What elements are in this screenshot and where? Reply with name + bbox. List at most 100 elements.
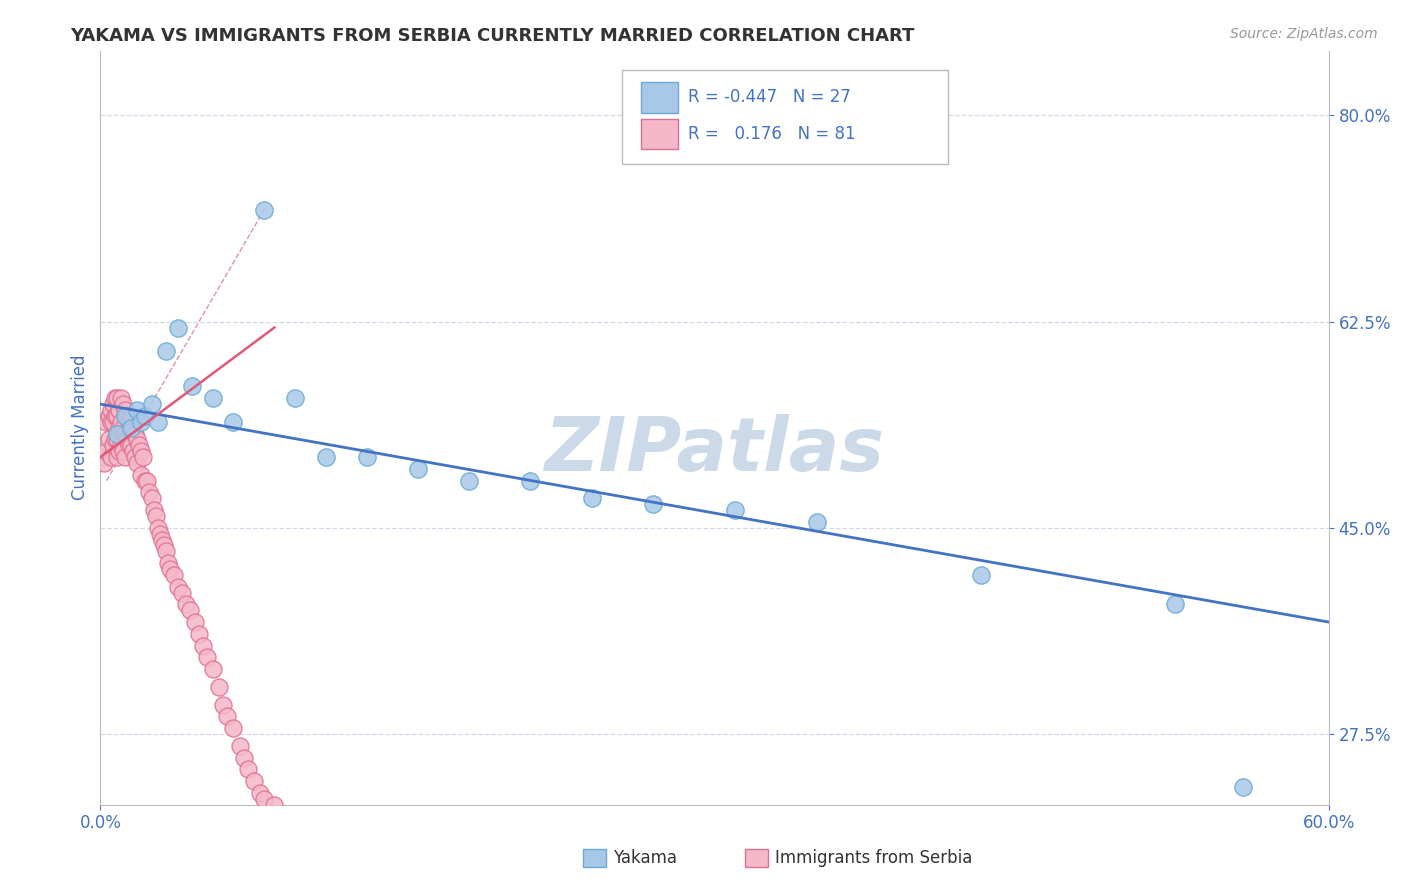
Point xyxy=(122,444,145,458)
Point xyxy=(187,627,209,641)
Point xyxy=(118,415,141,429)
Point xyxy=(232,750,254,764)
Point xyxy=(122,420,145,434)
Point xyxy=(128,438,150,452)
Point xyxy=(146,415,169,429)
Point xyxy=(104,433,127,447)
Point xyxy=(127,403,149,417)
Point xyxy=(155,344,177,359)
Point xyxy=(167,320,190,334)
Point xyxy=(149,526,172,541)
Text: Immigrants from Serbia: Immigrants from Serbia xyxy=(775,849,972,867)
Point xyxy=(1164,598,1187,612)
Point xyxy=(222,415,245,429)
Point xyxy=(356,450,378,464)
Point xyxy=(105,426,128,441)
Point xyxy=(249,786,271,800)
Text: Yakama: Yakama xyxy=(613,849,678,867)
Point xyxy=(156,556,179,570)
Point xyxy=(105,450,128,464)
Point xyxy=(141,397,163,411)
Point xyxy=(96,444,118,458)
Point xyxy=(115,409,138,423)
Point xyxy=(110,391,132,405)
Point xyxy=(581,491,603,506)
Point xyxy=(191,639,214,653)
Point xyxy=(114,426,136,441)
Point xyxy=(315,450,337,464)
Point xyxy=(167,580,190,594)
Point xyxy=(107,403,129,417)
Point xyxy=(1232,780,1254,794)
Point xyxy=(97,433,120,447)
Point xyxy=(263,797,285,812)
Point xyxy=(159,562,181,576)
Point xyxy=(155,544,177,558)
Point xyxy=(970,568,993,582)
Point xyxy=(217,709,239,723)
Point xyxy=(243,774,266,789)
Point xyxy=(104,391,127,405)
Point xyxy=(100,450,122,464)
Point xyxy=(101,415,124,429)
Point xyxy=(181,379,204,393)
FancyBboxPatch shape xyxy=(641,82,678,112)
Point xyxy=(129,415,152,429)
Point xyxy=(146,521,169,535)
Point xyxy=(222,721,245,735)
Point xyxy=(519,474,541,488)
Point xyxy=(406,462,429,476)
Point xyxy=(228,739,250,753)
Text: YAKAMA VS IMMIGRANTS FROM SERBIA CURRENTLY MARRIED CORRELATION CHART: YAKAMA VS IMMIGRANTS FROM SERBIA CURRENT… xyxy=(70,27,915,45)
Point xyxy=(93,456,115,470)
Point xyxy=(96,415,118,429)
Point xyxy=(236,762,259,776)
Point xyxy=(118,438,141,452)
Point xyxy=(114,409,136,423)
Point xyxy=(183,615,205,629)
Point xyxy=(138,485,160,500)
Point xyxy=(124,426,146,441)
Point xyxy=(643,497,665,511)
Point xyxy=(212,698,235,712)
FancyBboxPatch shape xyxy=(623,70,948,164)
Point xyxy=(124,450,146,464)
Point xyxy=(107,444,129,458)
Point xyxy=(91,450,114,464)
Point xyxy=(104,409,127,423)
Point xyxy=(120,438,142,452)
Point xyxy=(129,444,152,458)
Point xyxy=(201,391,224,405)
Point xyxy=(111,444,134,458)
Point xyxy=(110,415,132,429)
Point xyxy=(136,474,159,488)
Point xyxy=(142,503,165,517)
Point xyxy=(179,603,201,617)
Point xyxy=(97,409,120,423)
Point xyxy=(114,403,136,417)
Point xyxy=(111,397,134,411)
Point xyxy=(100,415,122,429)
Point xyxy=(100,403,122,417)
Point xyxy=(457,474,479,488)
Point xyxy=(150,533,173,547)
Point xyxy=(195,650,218,665)
FancyBboxPatch shape xyxy=(641,119,678,149)
Text: Source: ZipAtlas.com: Source: ZipAtlas.com xyxy=(1230,27,1378,41)
Point xyxy=(107,420,129,434)
Point xyxy=(253,202,276,217)
Point xyxy=(127,433,149,447)
Point xyxy=(115,433,138,447)
Point xyxy=(111,420,134,434)
Point xyxy=(127,456,149,470)
Point xyxy=(101,438,124,452)
Point xyxy=(153,539,176,553)
Point xyxy=(806,515,828,529)
Point xyxy=(176,598,198,612)
Point xyxy=(284,391,307,405)
Point xyxy=(105,433,128,447)
Point xyxy=(129,467,152,482)
Point xyxy=(105,409,128,423)
Text: ZIPatlas: ZIPatlas xyxy=(544,414,884,487)
Point xyxy=(132,450,155,464)
